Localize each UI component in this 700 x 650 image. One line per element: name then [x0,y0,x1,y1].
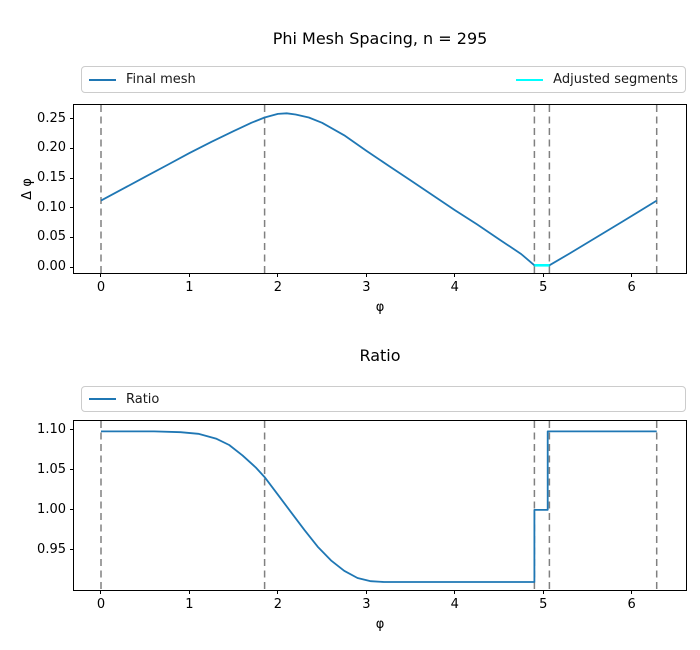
y-tick-label: 0.25 [37,110,66,126]
y-tick-mark [70,549,74,551]
x-tick-mark [100,273,102,277]
x-tick-label: 0 [96,597,106,612]
x-tick-mark [542,590,544,594]
x-tick-mark [454,273,456,277]
x-tick-label: 6 [627,597,636,612]
y-tick-mark [70,236,74,238]
top-chart-legend: Final mesh Adjusted segments [81,66,686,93]
x-tick-label: 3 [362,280,371,295]
x-tick-mark [454,590,456,594]
y-tick-label: 0.00 [37,259,66,275]
bottom-chart-x-axis-label: φ [375,617,385,632]
y-tick-mark [70,147,74,149]
x-tick-label: 1 [185,597,194,612]
bottom-chart-legend: Ratio [81,386,686,412]
y-tick-label: 0.05 [37,229,66,245]
x-tick-label: 2 [273,597,283,612]
y-tick-label: 1.05 [37,461,66,477]
top-chart-svg [100,105,658,273]
top-chart-x-axis-label: φ [375,300,385,315]
final-mesh-line [100,112,658,267]
x-tick-label: 2 [273,280,283,295]
x-tick-mark [365,273,367,277]
x-tick-mark [365,590,367,594]
y-tick-mark [70,429,74,431]
bottom-chart-svg [100,421,658,590]
y-tick-mark [70,177,74,179]
y-tick-mark [70,266,74,268]
y-tick-label: 0.10 [37,199,66,215]
x-tick-mark [631,590,633,594]
legend-label-adjusted-segments: Adjusted segments [553,72,678,87]
x-tick-label: 4 [450,280,459,295]
y-tick-label: 0.20 [37,140,66,156]
bottom-chart-title: Ratio [359,346,401,365]
legend-entry-final-mesh: Final mesh [89,72,196,87]
legend-entry-ratio: Ratio [89,392,159,407]
ratio-line-swatch [89,398,116,400]
bottom-chart-plot-area [73,420,687,591]
x-tick-label: 5 [539,597,548,612]
legend-entry-adjusted-segments: Adjusted segments [516,72,678,87]
x-tick-label: 0 [96,280,106,295]
y-tick-label: 0.15 [37,170,66,186]
legend-label-final-mesh: Final mesh [126,72,196,87]
x-tick-label: 6 [627,280,636,295]
final-mesh-line-swatch [89,78,116,81]
x-tick-mark [277,590,279,594]
top-chart-plot-area [73,104,687,274]
x-tick-label: 4 [450,597,459,612]
y-tick-mark [70,469,74,471]
x-tick-label: 5 [539,280,548,295]
ratio-line [101,430,657,583]
y-tick-mark [70,118,74,120]
x-tick-label: 1 [185,280,194,295]
x-tick-mark [100,590,102,594]
x-tick-mark [277,273,279,277]
x-tick-mark [542,273,544,277]
y-tick-label: 1.10 [37,421,66,437]
x-tick-mark [188,273,190,277]
y-tick-label: 1.00 [37,501,66,517]
x-tick-label: 3 [362,597,371,612]
top-chart-title: Phi Mesh Spacing, n = 295 [272,29,488,48]
x-tick-mark [631,273,633,277]
x-tick-mark [188,590,190,594]
y-tick-label: 0.95 [37,541,66,557]
legend-label-ratio: Ratio [126,391,160,407]
adjusted-segments-line-swatch [516,78,544,81]
y-tick-mark [70,509,74,511]
y-tick-mark [70,207,74,209]
